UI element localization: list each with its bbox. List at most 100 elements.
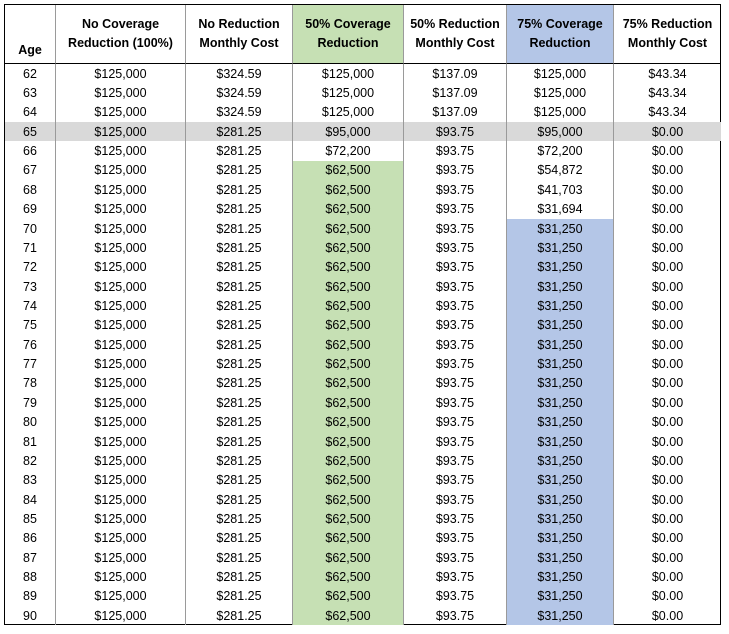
value-cell: $0.00 <box>651 337 684 352</box>
value-cell: $62,500 <box>293 296 404 316</box>
value-cell: $0.00 <box>651 298 684 313</box>
header-text: Monthly Cost <box>415 36 495 50</box>
value-cell: $125,000 <box>56 160 186 181</box>
value-cell: $93.75 <box>404 528 507 548</box>
value-cell: $31,250 <box>507 296 614 316</box>
value-cell: $62,500 <box>293 199 404 219</box>
age-cell: 76 <box>5 335 56 355</box>
value-cell: $281.25 <box>186 528 293 548</box>
age-cell: 80 <box>5 412 56 432</box>
age-cell: 62 <box>5 64 56 84</box>
value-cell: $281.25 <box>186 567 293 587</box>
value-cell: $62,500 <box>293 276 404 297</box>
value-cell: $0.00 <box>651 240 684 255</box>
value-cell: $31,250 <box>507 276 614 297</box>
value-cell: $31,250 <box>507 238 614 258</box>
value-cell: $281.25 <box>186 218 293 239</box>
value-cell: $125,000 <box>56 64 186 84</box>
value-cell: $31,250 <box>507 451 614 471</box>
value-cell: $324.59 <box>186 102 293 123</box>
age-cell: 66 <box>5 141 56 161</box>
header-cell: 50% Reduction Monthly Cost <box>404 5 507 64</box>
value-cell: $281.25 <box>186 393 293 413</box>
value-cell: $62,500 <box>293 218 404 239</box>
header-cell: 75% Coverage Reduction <box>507 5 614 64</box>
age-cell: 67 <box>5 160 56 181</box>
value-cell: $62,500 <box>293 354 404 374</box>
value-cell: $324.59 <box>186 83 293 103</box>
value-cell: $62,500 <box>293 548 404 568</box>
value-cell: $281.25 <box>186 489 293 510</box>
value-cell: $93.75 <box>404 160 507 181</box>
header-cell: No Coverage Reduction (100%) <box>56 5 186 64</box>
header-text: Reduction (100%) <box>68 36 173 50</box>
value-cell: $31,250 <box>507 567 614 587</box>
value-cell: $93.75 <box>404 489 507 510</box>
value-cell: $93.75 <box>404 218 507 239</box>
value-cell: $125,000 <box>56 393 186 413</box>
value-cell: $41,703 <box>507 180 614 200</box>
value-cell: $125,000 <box>56 102 186 123</box>
value-cell: $31,250 <box>507 218 614 239</box>
value-cell: $125,000 <box>56 315 186 336</box>
value-cell: $0.00 <box>651 376 684 391</box>
value-cell: $31,250 <box>507 354 614 374</box>
value-cell: $125,000 <box>507 102 614 123</box>
value-cell: $31,250 <box>507 548 614 568</box>
value-cell: $125,000 <box>56 218 186 239</box>
header-text: Reduction <box>317 36 379 50</box>
value-cell: $125,000 <box>56 548 186 568</box>
value-cell: $0.00 <box>651 202 684 217</box>
value-cell: $62,500 <box>293 412 404 432</box>
value-cell: $62,500 <box>293 586 404 607</box>
header-cell: 75% Reduction Monthly Cost <box>614 5 721 64</box>
value-cell: $0.00 <box>651 182 684 197</box>
value-cell: $281.25 <box>186 412 293 432</box>
age-cell: 63 <box>5 83 56 103</box>
value-cell: $0.00 <box>651 279 684 294</box>
value-cell: $0.00 <box>651 144 684 159</box>
value-cell: $0.00 <box>651 589 684 604</box>
coverage-table: Age No Coverage Reduction (100%) No Reducti… <box>4 4 721 626</box>
header-text: 75% Coverage <box>517 17 603 31</box>
header-text: Age <box>18 43 42 57</box>
value-cell: $93.75 <box>404 354 507 374</box>
header-text: 75% Reduction <box>622 17 713 31</box>
value-cell: $281.25 <box>186 354 293 374</box>
value-cell: $93.75 <box>404 548 507 568</box>
value-cell: $281.25 <box>186 199 293 219</box>
header-cell: No Reduction Monthly Cost <box>186 5 293 64</box>
value-cell: $31,694 <box>507 199 614 219</box>
value-cell: $0.00 <box>651 395 684 410</box>
value-cell: $62,500 <box>293 567 404 587</box>
value-cell: $281.25 <box>186 296 293 316</box>
value-cell: $281.25 <box>186 373 293 394</box>
value-cell: $125,000 <box>56 122 186 142</box>
age-cell: 79 <box>5 393 56 413</box>
value-cell: $125,000 <box>56 509 186 529</box>
age-cell: 82 <box>5 451 56 471</box>
value-cell: $31,250 <box>507 586 614 607</box>
value-cell: $62,500 <box>293 373 404 394</box>
age-cell: 69 <box>5 199 56 219</box>
value-cell: $0.00 <box>651 531 684 546</box>
value-cell: $62,500 <box>293 180 404 200</box>
value-cell: $125,000 <box>56 528 186 548</box>
value-cell: $0.00 <box>651 473 684 488</box>
value-cell: $31,250 <box>507 373 614 394</box>
value-cell: $125,000 <box>293 64 404 84</box>
value-cell: $125,000 <box>56 412 186 432</box>
value-cell: $125,000 <box>293 102 404 123</box>
value-cell: $93.75 <box>404 276 507 297</box>
value-cell: $0.00 <box>651 434 684 449</box>
value-cell: $93.75 <box>404 335 507 355</box>
age-cell: 83 <box>5 470 56 490</box>
value-cell: $0.00 <box>651 453 684 468</box>
header-text: Monthly Cost <box>627 36 708 50</box>
value-cell: $281.25 <box>186 141 293 161</box>
header-text: 50% Coverage <box>305 17 391 31</box>
age-cell: 90 <box>5 606 56 626</box>
value-cell: $281.25 <box>186 431 293 452</box>
age-cell: 75 <box>5 315 56 336</box>
age-cell: 64 <box>5 102 56 123</box>
